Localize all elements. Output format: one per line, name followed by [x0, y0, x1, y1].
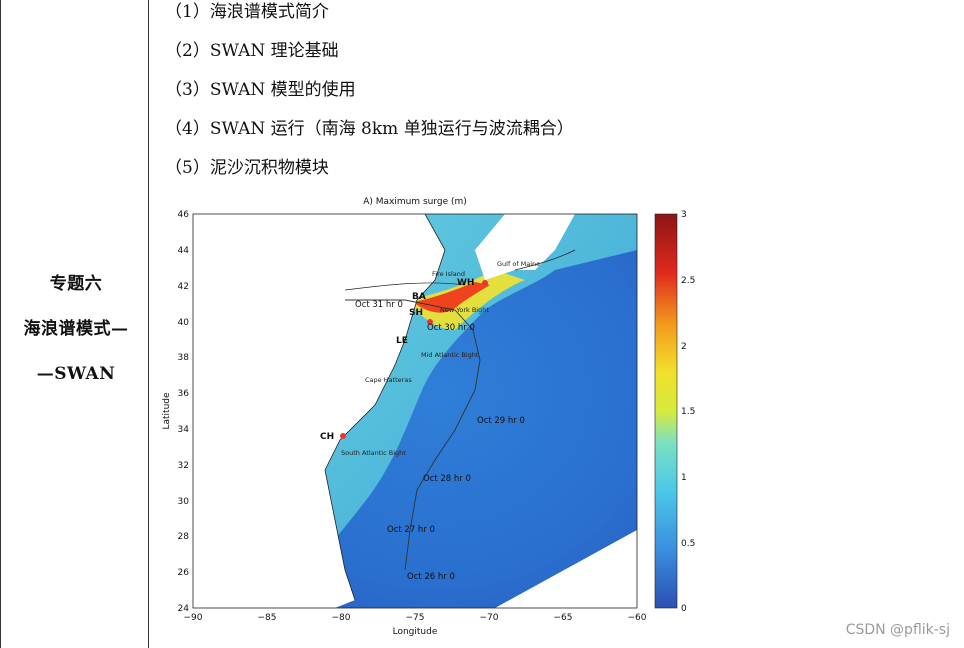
- domain-edge-blank: [495, 530, 637, 608]
- y-tick-44: 44: [178, 246, 190, 256]
- y-tick-40: 40: [178, 318, 190, 328]
- x-axis-label: Longitude: [393, 627, 438, 637]
- colorbar: [654, 213, 678, 609]
- region-new-york-bight: New York Bight: [440, 306, 489, 314]
- station-wh: WH: [457, 278, 474, 288]
- track-line-north: [344, 249, 576, 291]
- station-sh: SH: [409, 308, 423, 318]
- station-marker-le: [427, 319, 433, 325]
- outline-item-5: （5）泥沙沉积物模块: [165, 158, 329, 178]
- left-border: [0, 0, 1, 648]
- map-area: [193, 214, 637, 608]
- outline-item-1: （1）海浪谱模式简介: [165, 2, 329, 22]
- y-tick-24: 24: [178, 604, 190, 614]
- y-tick-32: 32: [178, 461, 189, 471]
- region-mid-atlantic-bight: Mid Atlantic Bight: [421, 351, 479, 359]
- y-tick-42: 42: [178, 282, 189, 292]
- colorbar-tick-2: 2: [681, 342, 687, 352]
- surge-map-svg: A) Maximum surge (m) Oct 31 hr 0 Oct: [162, 197, 695, 637]
- station-marker-wh: [482, 280, 488, 286]
- topic-line-3: —SWAN: [36, 364, 116, 384]
- watermark: CSDN @pflik-sj: [845, 622, 950, 638]
- track-label-oct28: Oct 28 hr 0: [423, 474, 471, 484]
- track-label-oct27: Oct 27 hr 0: [387, 525, 435, 535]
- x-tick-6: −65: [554, 613, 573, 623]
- station-le: LE: [396, 336, 408, 346]
- outline-item-2: （2）SWAN 理论基础: [165, 41, 339, 61]
- y-axis-label: Latitude: [162, 392, 172, 430]
- colorbar-tick-1: 1: [681, 473, 687, 483]
- track-label-oct30: Oct 30 hr 0: [427, 323, 475, 333]
- topic-title: 专题六 海浪谱模式— —SWAN: [8, 262, 144, 397]
- outline-item-4: （4）SWAN 运行（南海 8km 单独运行与波流耦合）: [165, 119, 574, 139]
- colorbar-ticks: 3 2.5 2 1.5 1 0.5 0: [681, 210, 695, 614]
- station-ba: BA: [412, 292, 426, 302]
- y-tick-36: 36: [178, 389, 190, 399]
- x-tick-4: −75: [406, 613, 425, 623]
- y-tick-34: 34: [178, 425, 190, 435]
- coastline: [324, 214, 446, 601]
- y-tick-labels: 46 44 42 40 38 36 34 32 30 28 26 24: [178, 210, 190, 614]
- region-south-atlantic-bight: South Atlantic Bight: [341, 449, 406, 457]
- region-gulf-of-maine: Gulf of Maine: [497, 260, 540, 268]
- region-fire-island: Fire Island: [432, 270, 465, 278]
- land-mass: [193, 214, 445, 608]
- hurricane-track: [345, 299, 481, 571]
- x-tick-7: −60: [628, 613, 647, 623]
- track-label-oct29: Oct 29 hr 0: [477, 416, 525, 426]
- topic-line-2: 海浪谱模式—: [23, 319, 129, 339]
- track-label-oct26: Oct 26 hr 0: [407, 572, 455, 582]
- region-labels: Fire Island Gulf of Maine New York Bight…: [341, 260, 540, 457]
- x-tick-labels: −90 −85 −80 −75 −70 −65 −60: [184, 613, 647, 623]
- colorbar-tick-1-5: 1.5: [681, 407, 695, 417]
- outline-list: （1）海浪谱模式简介 （2）SWAN 理论基础 （3）SWAN 模型的使用 （4…: [165, 0, 574, 195]
- colorbar-tick-0-5: 0.5: [681, 539, 695, 549]
- y-tick-28: 28: [178, 532, 190, 542]
- station-ch: CH: [320, 432, 334, 442]
- x-tick-1: −90: [184, 613, 203, 623]
- surge-map-figure: A) Maximum surge (m) Oct 31 hr 0 Oct: [155, 190, 715, 644]
- y-tick-38: 38: [178, 353, 190, 363]
- column-divider: [148, 0, 149, 648]
- y-tick-30: 30: [178, 497, 190, 507]
- station-marker-ch: [340, 433, 346, 439]
- outline-item-3: （3）SWAN 模型的使用: [165, 80, 356, 100]
- y-tick-46: 46: [178, 210, 190, 220]
- topic-line-1: 专题六: [49, 274, 103, 294]
- figure-title: A) Maximum surge (m): [363, 197, 467, 207]
- x-tick-2: −85: [258, 613, 277, 623]
- land-new-england: [475, 214, 575, 280]
- station-labels: BA WH SH LE CH: [320, 278, 474, 442]
- plot-frame: [192, 213, 638, 609]
- track-label-oct31: Oct 31 hr 0: [355, 300, 403, 310]
- track-labels: Oct 31 hr 0 Oct 30 hr 0 Oct 29 hr 0 Oct …: [355, 300, 525, 582]
- x-tick-3: −80: [332, 613, 351, 623]
- colorbar-tick-3: 3: [681, 210, 687, 220]
- colorbar-tick-2-5: 2.5: [681, 276, 695, 286]
- colorbar-tick-0: 0: [681, 604, 687, 614]
- x-tick-5: −70: [480, 613, 499, 623]
- region-cape-hatteras: Cape Hatteras: [365, 376, 412, 384]
- y-tick-26: 26: [178, 568, 190, 578]
